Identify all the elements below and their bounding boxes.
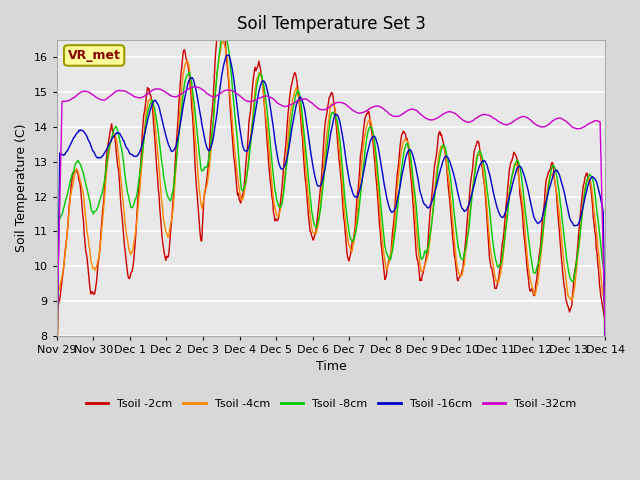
X-axis label: Time: Time xyxy=(316,360,346,373)
Y-axis label: Soil Temperature (C): Soil Temperature (C) xyxy=(15,124,28,252)
Text: VR_met: VR_met xyxy=(68,49,120,62)
Legend: Tsoil -2cm, Tsoil -4cm, Tsoil -8cm, Tsoil -16cm, Tsoil -32cm: Tsoil -2cm, Tsoil -4cm, Tsoil -8cm, Tsoi… xyxy=(81,395,580,413)
Title: Soil Temperature Set 3: Soil Temperature Set 3 xyxy=(237,15,426,33)
